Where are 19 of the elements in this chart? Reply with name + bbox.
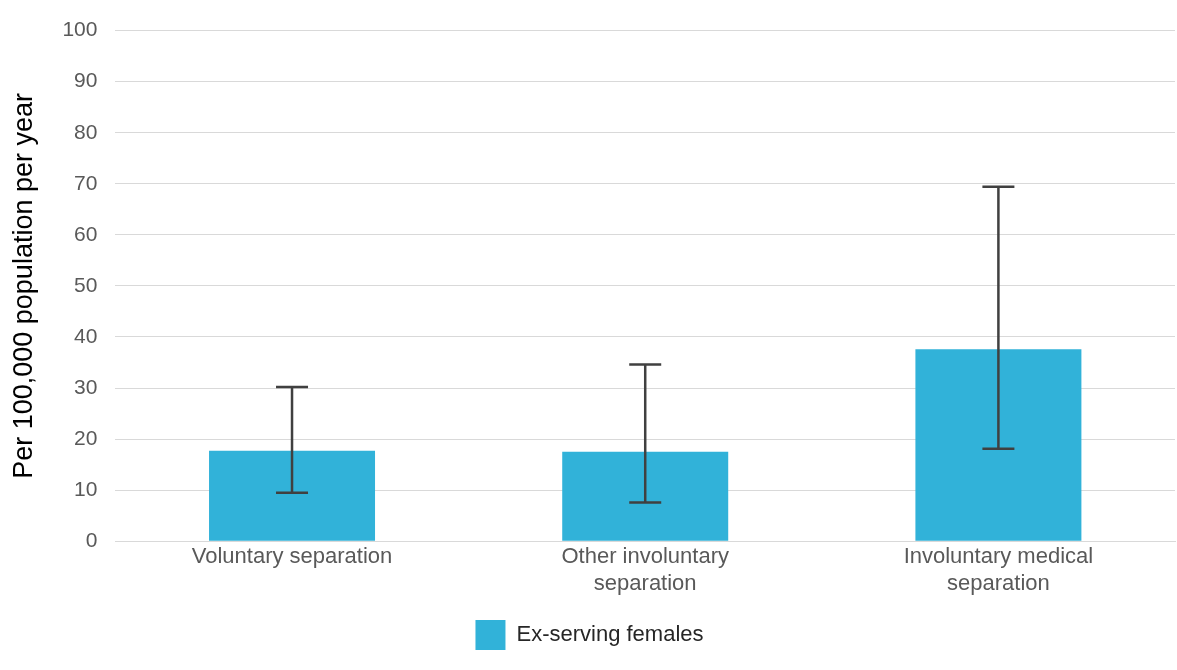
bar — [562, 451, 729, 541]
y-tick-label: 10 — [74, 476, 98, 500]
bar — [209, 450, 376, 541]
legend-label: Ex-serving females — [516, 621, 704, 647]
x-tick-label: Other involuntary separation — [561, 543, 729, 595]
y-tick-label: 0 — [85, 528, 98, 551]
y-tick-label: 90 — [74, 68, 98, 92]
bar — [915, 349, 1082, 541]
x-tick-label: Voluntary separation — [191, 543, 393, 569]
y-tick-label: 80 — [74, 119, 98, 143]
y-tick-label: 70 — [74, 170, 98, 194]
y-tick-label: 50 — [74, 272, 98, 296]
y-axis-title: Per 100,000 population per year — [7, 93, 38, 479]
y-tick-label: 100 — [62, 17, 98, 41]
y-tick-label: 20 — [74, 425, 98, 449]
y-tick-label: 40 — [74, 323, 98, 347]
y-tick-label: 30 — [74, 374, 98, 398]
y-tick-label: 60 — [74, 221, 98, 245]
x-tick-label: Involuntary medical separation — [903, 543, 1094, 595]
